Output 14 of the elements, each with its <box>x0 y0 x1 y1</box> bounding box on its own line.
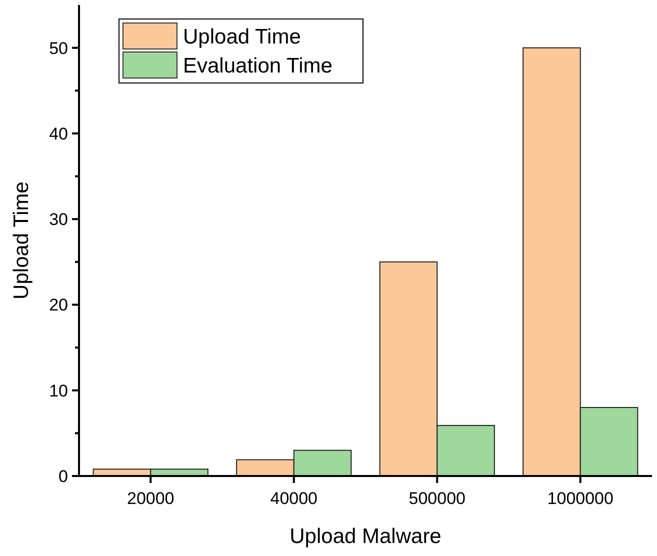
y-tick-label: 40 <box>49 124 68 144</box>
y-tick-label: 10 <box>49 381 68 400</box>
x-tick-label: 500000 <box>408 489 466 508</box>
legend-label: Upload Time <box>183 25 301 48</box>
y-tick-label: 0 <box>58 466 68 486</box>
y-tick-label: 30 <box>49 210 68 230</box>
y-tick-label: 20 <box>49 296 68 315</box>
x-tick-label: 20000 <box>126 489 174 508</box>
x-axis-title: Upload Malware <box>290 525 442 548</box>
x-tick-label: 1000000 <box>547 489 614 508</box>
y-axis-title: Upload Time <box>10 182 33 300</box>
y-tick-label: 50 <box>49 38 68 58</box>
x-tick-label: 40000 <box>270 489 318 508</box>
legend-label: Evaluation Time <box>183 54 332 78</box>
